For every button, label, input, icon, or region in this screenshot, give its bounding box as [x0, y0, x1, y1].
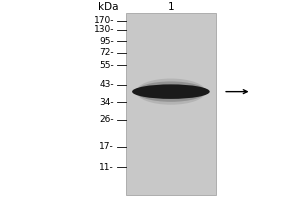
Ellipse shape	[136, 81, 206, 102]
Text: kDa: kDa	[98, 2, 119, 12]
Text: 11-: 11-	[99, 163, 114, 172]
Text: 170-: 170-	[94, 16, 114, 25]
Text: 34-: 34-	[100, 98, 114, 107]
Text: 1: 1	[168, 2, 174, 12]
Text: 17-: 17-	[99, 142, 114, 151]
Ellipse shape	[136, 79, 206, 105]
Text: 55-: 55-	[99, 61, 114, 70]
Text: 130-: 130-	[94, 25, 114, 34]
Text: 95-: 95-	[99, 37, 114, 46]
Text: 43-: 43-	[100, 80, 114, 89]
Bar	[126, 13, 216, 195]
Text: 26-: 26-	[100, 115, 114, 124]
Ellipse shape	[132, 84, 210, 99]
Text: 72-: 72-	[100, 48, 114, 57]
